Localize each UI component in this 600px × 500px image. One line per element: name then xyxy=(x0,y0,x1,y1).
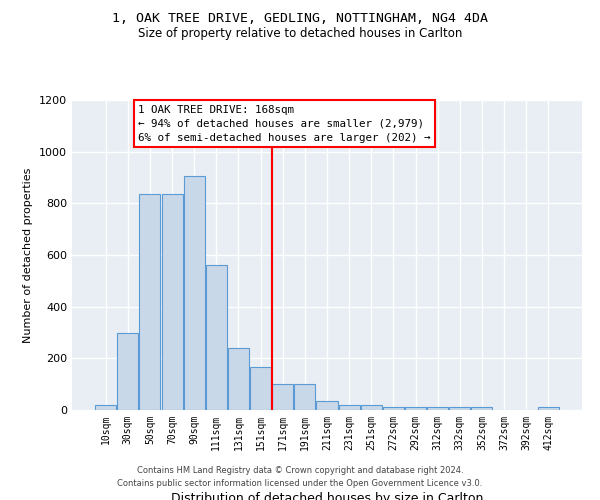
Text: Contains HM Land Registry data © Crown copyright and database right 2024.
Contai: Contains HM Land Registry data © Crown c… xyxy=(118,466,482,487)
Bar xyxy=(184,176,205,410)
Text: 1 OAK TREE DRIVE: 168sqm
← 94% of detached houses are smaller (2,979)
6% of semi: 1 OAK TREE DRIVE: 168sqm ← 94% of detach… xyxy=(139,104,431,142)
Y-axis label: Number of detached properties: Number of detached properties xyxy=(23,168,34,342)
Bar xyxy=(383,408,404,410)
Bar xyxy=(295,384,316,410)
Bar xyxy=(139,194,160,410)
Bar xyxy=(316,401,338,410)
Bar xyxy=(161,194,182,410)
Bar xyxy=(538,408,559,410)
X-axis label: Distribution of detached houses by size in Carlton: Distribution of detached houses by size … xyxy=(171,492,483,500)
Bar xyxy=(250,368,271,410)
Bar xyxy=(95,405,116,410)
Bar xyxy=(338,405,359,410)
Text: 1, OAK TREE DRIVE, GEDLING, NOTTINGHAM, NG4 4DA: 1, OAK TREE DRIVE, GEDLING, NOTTINGHAM, … xyxy=(112,12,488,26)
Bar xyxy=(405,408,426,410)
Bar xyxy=(449,408,470,410)
Bar xyxy=(228,348,249,410)
Bar xyxy=(361,405,382,410)
Bar xyxy=(472,408,493,410)
Bar xyxy=(272,384,293,410)
Bar xyxy=(118,332,139,410)
Bar xyxy=(427,408,448,410)
Bar xyxy=(206,266,227,410)
Text: Size of property relative to detached houses in Carlton: Size of property relative to detached ho… xyxy=(138,28,462,40)
